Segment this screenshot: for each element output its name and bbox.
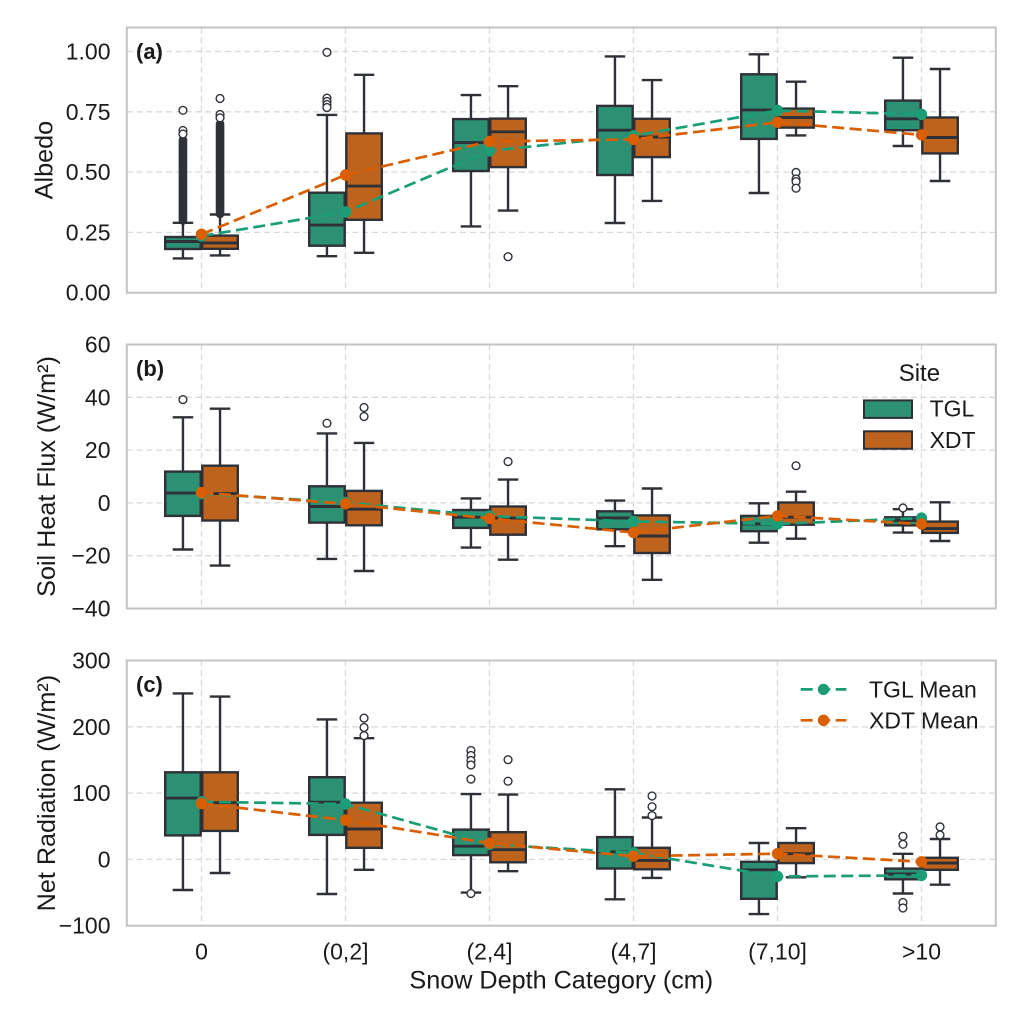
svg-text:XDT Mean: XDT Mean (869, 707, 979, 733)
svg-text:0.00: 0.00 (66, 280, 111, 306)
svg-text:(7,10]: (7,10] (748, 939, 807, 965)
svg-text:XDT: XDT (930, 427, 976, 453)
svg-text:(c): (c) (136, 672, 163, 697)
svg-text:(4,7]: (4,7] (610, 939, 656, 965)
svg-text:0.50: 0.50 (66, 159, 111, 185)
svg-text:Net Radiation (W/m²): Net Radiation (W/m²) (33, 675, 61, 912)
svg-text:−20: −20 (71, 543, 110, 569)
svg-text:TGL: TGL (930, 396, 975, 422)
svg-text:60: 60 (85, 332, 111, 358)
svg-text:(2,4]: (2,4] (466, 939, 512, 965)
svg-text:Snow Depth Category (cm): Snow Depth Category (cm) (409, 967, 713, 995)
svg-text:0.75: 0.75 (66, 99, 111, 125)
svg-text:Site: Site (899, 360, 940, 387)
svg-text:Soil Heat Flux (W/m²): Soil Heat Flux (W/m²) (33, 356, 61, 597)
svg-text:>10: >10 (902, 939, 941, 965)
svg-text:1.00: 1.00 (66, 39, 111, 65)
svg-text:0: 0 (195, 939, 208, 965)
svg-text:40: 40 (85, 384, 111, 410)
svg-text:(b): (b) (136, 356, 164, 381)
svg-text:−100: −100 (59, 913, 111, 939)
svg-text:−40: −40 (71, 596, 110, 622)
svg-text:0: 0 (98, 490, 111, 516)
svg-text:20: 20 (85, 437, 111, 463)
svg-text:300: 300 (72, 648, 110, 674)
svg-text:Albedo: Albedo (31, 121, 59, 199)
svg-text:(0,2]: (0,2] (322, 939, 368, 965)
svg-text:0: 0 (98, 846, 111, 872)
svg-text:TGL Mean: TGL Mean (869, 676, 977, 702)
svg-text:0.25: 0.25 (66, 219, 111, 245)
svg-text:(a): (a) (136, 39, 163, 64)
svg-text:100: 100 (72, 780, 110, 806)
svg-text:200: 200 (72, 714, 110, 740)
